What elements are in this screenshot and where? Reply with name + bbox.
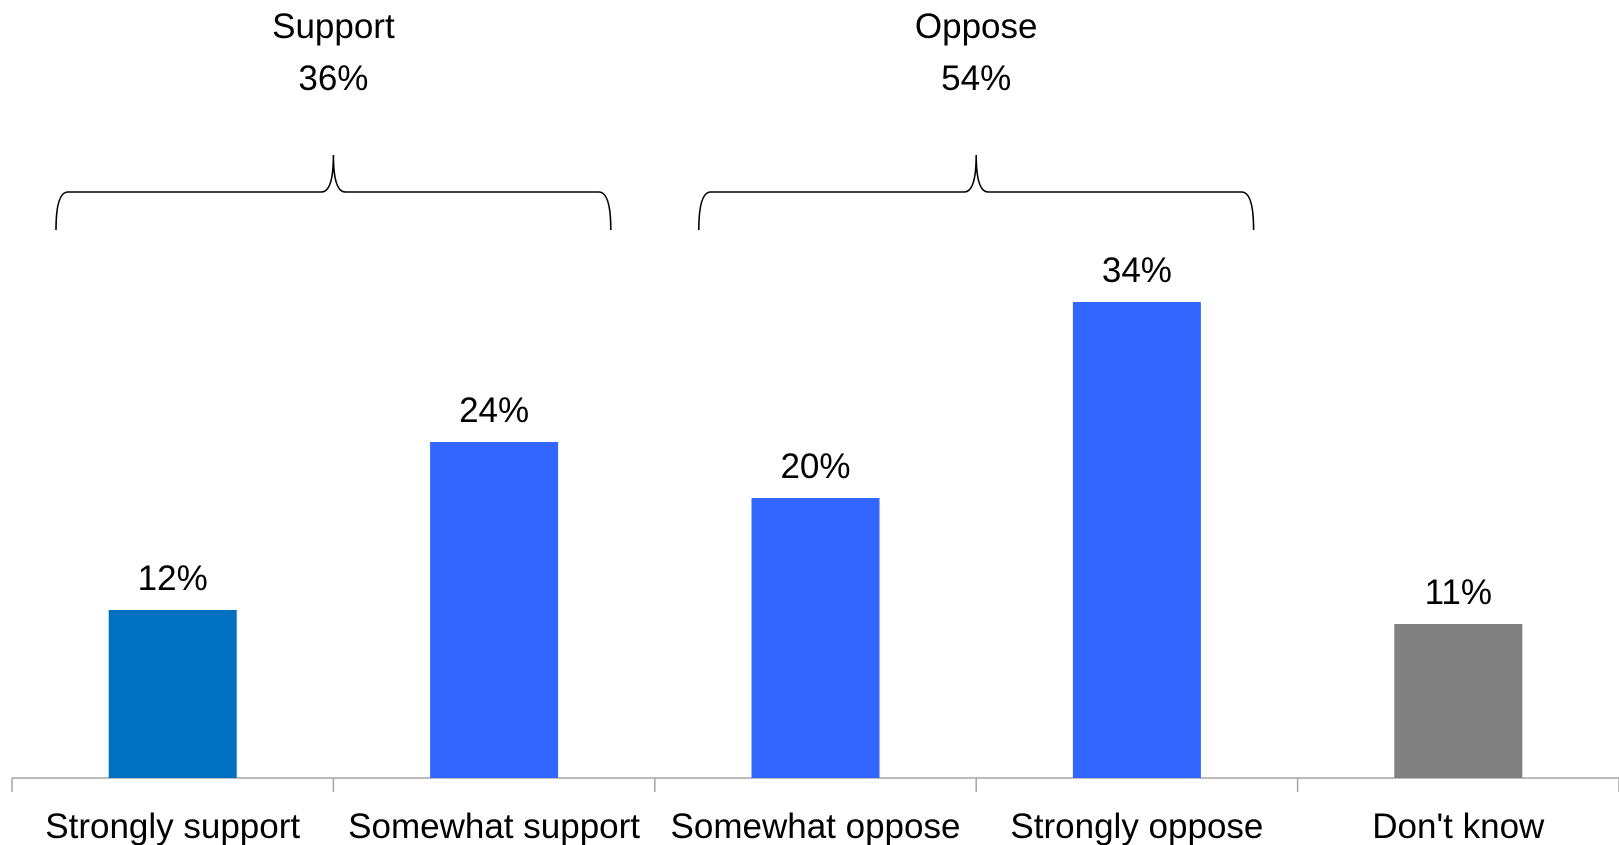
data-label: 20% bbox=[780, 447, 850, 486]
data-label: 34% bbox=[1102, 251, 1172, 290]
bar-don-t-know bbox=[1394, 624, 1523, 778]
group-total-label: 54% bbox=[941, 59, 1011, 98]
x-tick-label: Somewhat oppose bbox=[671, 807, 961, 845]
bar-strongly-support bbox=[108, 610, 237, 778]
group-label: Oppose bbox=[915, 7, 1038, 46]
data-label: 12% bbox=[138, 559, 208, 598]
x-tick-label: Don't know bbox=[1372, 807, 1545, 845]
data-label: 24% bbox=[459, 391, 529, 430]
group-label: Support bbox=[272, 7, 395, 46]
group-total-label: 36% bbox=[298, 59, 368, 98]
group-bracket-support bbox=[55, 154, 612, 231]
group-bracket-oppose bbox=[698, 154, 1255, 231]
bar-somewhat-support bbox=[430, 442, 559, 778]
x-tick-label: Strongly support bbox=[45, 807, 300, 845]
data-label: 11% bbox=[1425, 573, 1492, 612]
bar-strongly-oppose bbox=[1072, 302, 1201, 778]
x-tick-label: Somewhat support bbox=[348, 807, 640, 845]
x-tick-label: Strongly oppose bbox=[1010, 807, 1263, 845]
bar-somewhat-oppose bbox=[751, 498, 880, 778]
